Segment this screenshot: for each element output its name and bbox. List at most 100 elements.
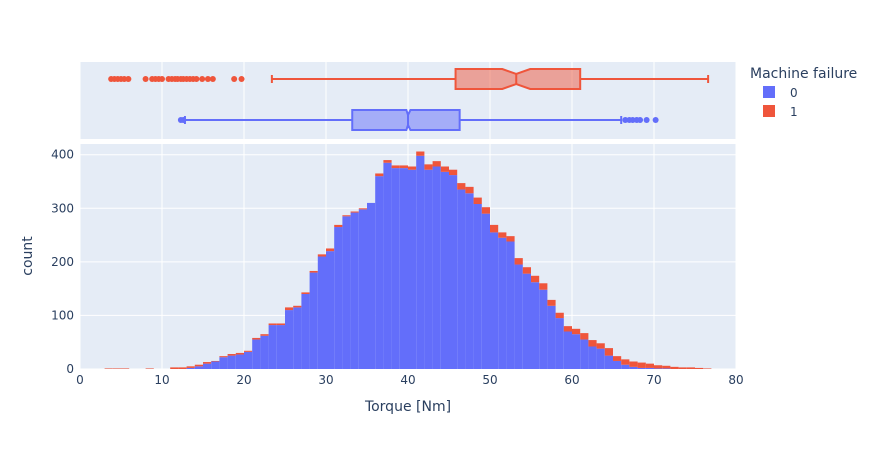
histogram-bar-failure-0 bbox=[637, 367, 646, 369]
histogram-bar-failure-1 bbox=[432, 161, 441, 167]
histogram-bar-failure-1 bbox=[531, 275, 540, 283]
histogram-bar-failure-0 bbox=[391, 168, 400, 369]
histogram-bar-failure-1 bbox=[498, 232, 507, 238]
histogram-bar-failure-0 bbox=[514, 264, 523, 369]
histogram-bar-failure-0 bbox=[260, 335, 269, 369]
histogram-bar-failure-1 bbox=[211, 360, 220, 362]
box-failure-1-outlier-point bbox=[238, 76, 245, 82]
box-failure-1-outlier-point bbox=[159, 76, 165, 82]
histogram-bar-failure-1 bbox=[662, 365, 671, 369]
histogram-bar-failure-0 bbox=[416, 155, 425, 369]
histogram-bar-failure-0 bbox=[465, 193, 474, 369]
histogram-bar-failure-0 bbox=[457, 189, 466, 369]
histogram-bar-failure-0 bbox=[285, 310, 294, 369]
histogram-bar-failure-0 bbox=[604, 355, 613, 369]
histogram-bar-failure-0 bbox=[334, 227, 343, 369]
legend-title: Machine failure bbox=[750, 66, 857, 82]
histogram-bar-failure-0 bbox=[399, 168, 408, 369]
histogram-bar-failure-1 bbox=[695, 367, 704, 369]
box-failure-1-outlier-point bbox=[204, 76, 211, 82]
histogram-bar-failure-0 bbox=[563, 331, 572, 369]
histogram-bar-failure-0 bbox=[252, 339, 261, 369]
histogram-bar-failure-1 bbox=[178, 367, 187, 369]
histogram-bar-failure-1 bbox=[244, 350, 253, 352]
histogram-bar-failure-1 bbox=[465, 186, 474, 194]
histogram-bar-failure-1 bbox=[621, 359, 630, 365]
histogram-bar-failure-1 bbox=[473, 197, 482, 204]
histogram-bar-failure-1 bbox=[276, 323, 285, 326]
histogram-bar-failure-1 bbox=[350, 211, 359, 213]
histogram-bar-failure-0 bbox=[186, 367, 195, 369]
histogram-bar-failure-1 bbox=[670, 366, 679, 369]
histogram-bar-failure-0 bbox=[211, 361, 220, 369]
histogram-bar-failure-0 bbox=[358, 209, 367, 369]
histogram-bar-failure-1 bbox=[285, 307, 294, 311]
histogram-bar-failure-1 bbox=[457, 183, 466, 190]
histogram-bar-failure-0 bbox=[596, 348, 605, 369]
box-failure-1-outlier-point bbox=[199, 76, 206, 82]
histogram-bar-failure-1 bbox=[539, 283, 548, 290]
y-axis-title: count bbox=[20, 236, 36, 276]
legend-label-0: 0 bbox=[790, 86, 798, 100]
box-failure-0-outlier-point bbox=[622, 117, 629, 123]
histogram-bar-failure-1 bbox=[301, 292, 310, 294]
histogram-bar-failure-0 bbox=[572, 334, 581, 369]
histogram-bar-failure-1 bbox=[686, 367, 695, 369]
histogram-bar-failure-1 bbox=[506, 236, 515, 242]
histogram-bar-failure-0 bbox=[506, 241, 515, 369]
histogram-bar-failure-1 bbox=[268, 323, 277, 326]
histogram-bar-failure-1 bbox=[416, 151, 425, 156]
histogram-bar-failure-1 bbox=[408, 166, 417, 170]
histogram-bar-failure-1 bbox=[104, 368, 113, 369]
histogram-bar-failure-1 bbox=[186, 366, 195, 368]
histogram-bar-failure-1 bbox=[309, 270, 318, 273]
histogram-bar-failure-1 bbox=[203, 362, 212, 364]
legend-item-0[interactable]: 0 bbox=[763, 86, 798, 100]
histogram-bars bbox=[104, 151, 712, 369]
histogram-bar-failure-0 bbox=[432, 166, 441, 369]
histogram-bar-failure-1 bbox=[604, 348, 613, 356]
histogram-bar-failure-1 bbox=[481, 207, 490, 214]
y-tick-label: 200 bbox=[51, 255, 74, 269]
x-tick-label: 10 bbox=[154, 373, 169, 387]
histogram-bar-failure-1 bbox=[121, 368, 130, 369]
legend-item-1[interactable]: 1 bbox=[763, 105, 798, 119]
histogram-bar-failure-0 bbox=[654, 368, 663, 369]
histogram-bar-failure-1 bbox=[399, 165, 408, 169]
box-failure-0-outlier-point bbox=[652, 117, 659, 123]
y-tick-label: 0 bbox=[66, 362, 74, 376]
histogram-bar-failure-1 bbox=[514, 258, 523, 265]
histogram-bar-failure-1 bbox=[637, 362, 646, 368]
histogram-bar-failure-1 bbox=[334, 224, 343, 228]
histogram-bar-failure-1 bbox=[547, 299, 556, 306]
histogram-bar-failure-1 bbox=[424, 164, 433, 170]
y-tick-label: 300 bbox=[51, 201, 74, 215]
histogram-bar-failure-0 bbox=[498, 237, 507, 369]
histogram-bar-failure-1 bbox=[490, 224, 499, 233]
histogram-bar-failure-0 bbox=[227, 355, 236, 369]
y-axis-ticks: 0 100 200 300 400 bbox=[51, 148, 74, 376]
histogram-bar-failure-0 bbox=[350, 212, 359, 369]
histogram-bar-failure-1 bbox=[703, 368, 712, 369]
histogram-bar-failure-0 bbox=[645, 367, 654, 369]
legend-label-1: 1 bbox=[790, 105, 798, 119]
x-tick-label: 30 bbox=[318, 373, 333, 387]
x-tick-label: 0 bbox=[76, 373, 84, 387]
histogram-bar-failure-1 bbox=[293, 305, 302, 308]
histogram-bar-failure-1 bbox=[358, 208, 367, 210]
histogram-bar-failure-1 bbox=[235, 352, 244, 355]
legend-swatch-0 bbox=[763, 86, 775, 98]
box-failure-1-outlier-point bbox=[193, 76, 200, 82]
histogram-bar-failure-0 bbox=[203, 363, 212, 369]
histogram-bar-failure-1 bbox=[588, 340, 597, 347]
histogram-bar-failure-1 bbox=[572, 328, 581, 335]
legend[interactable]: Machine failure 0 1 bbox=[750, 66, 857, 119]
histogram-bar-failure-1 bbox=[342, 215, 351, 217]
histogram-bar-failure-0 bbox=[440, 171, 449, 369]
histogram-bar-failure-1 bbox=[260, 334, 269, 336]
histogram-bar-failure-1 bbox=[219, 356, 228, 358]
x-tick-label: 50 bbox=[482, 373, 497, 387]
box-failure-1-box bbox=[454, 68, 582, 90]
box-failure-1-outlier-point bbox=[209, 76, 216, 82]
